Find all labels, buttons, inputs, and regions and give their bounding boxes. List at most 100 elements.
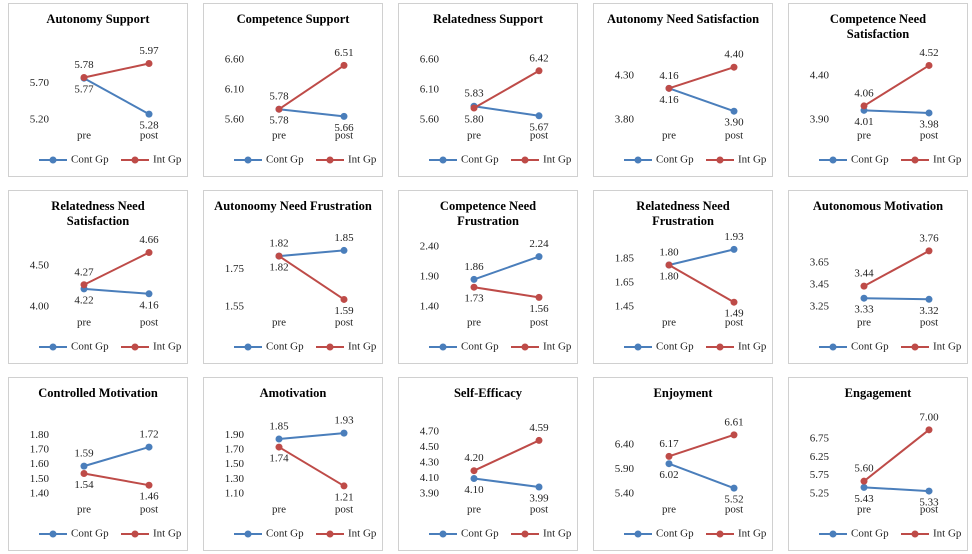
data-label: 4.20 [464, 452, 484, 464]
legend-marker [326, 156, 334, 164]
chart-panel: Enjoyment 5.40 5.90 6.40 pre post 6.02 5.52 Cont… [593, 377, 773, 551]
legend-marker [829, 156, 837, 164]
data-label: 4.40 [724, 49, 744, 61]
legend-label: Cont Gp [656, 528, 694, 540]
legend-marker [131, 343, 139, 351]
legend-marker [911, 156, 919, 164]
x-tick-label: post [920, 504, 938, 516]
legend-marker [634, 530, 642, 538]
series-line [473, 477, 540, 489]
series-line [473, 69, 540, 109]
y-tick-label: 6.40 [615, 439, 635, 451]
x-tick-label: post [335, 317, 353, 329]
chart-title: Relatedness Support [432, 12, 544, 26]
data-point [535, 293, 543, 301]
series-line [473, 439, 540, 472]
legend-label: Int Gp [543, 154, 572, 166]
data-label: 3.44 [854, 268, 874, 280]
data-label: 4.27 [74, 266, 94, 278]
y-tick-label: 1.40 [30, 488, 50, 500]
y-tick-label: 3.90 [420, 488, 440, 500]
chart-panel: Relatedness Need Frustration 1.45 1.65 1.85… [593, 190, 773, 364]
data-label: 3.76 [919, 232, 939, 244]
data-label: 4.52 [919, 47, 938, 59]
series-line [278, 64, 345, 111]
data-point [470, 104, 478, 112]
data-point [470, 474, 478, 482]
data-label: 6.42 [529, 52, 548, 64]
chart: 1.40 1.50 1.60 1.70 1.80 pre post 1.59 1.72 Cont … [30, 429, 182, 540]
chart: 3.90 4.40 pre post 4.01 3.98 Cont Gp 4.06 4.52 In… [810, 47, 962, 166]
chart-panel: Amotivation 1.10 1.30 1.50 1.70 1.90 pre post 1.… [203, 377, 383, 551]
data-label: 3.90 [724, 117, 744, 129]
y-tick-label: 4.10 [420, 472, 440, 484]
x-tick-label: pre [857, 130, 871, 142]
y-tick-label: 1.40 [420, 301, 440, 313]
legend-marker [244, 530, 252, 538]
chart-panel: Competence Need Satisfaction 3.90 4.40 pre p… [788, 3, 968, 177]
x-tick-label: pre [77, 504, 91, 516]
data-point [730, 484, 738, 492]
x-tick-label: pre [272, 317, 286, 329]
data-point [665, 261, 673, 269]
data-label: 5.78 [269, 91, 289, 103]
chart-title: Enjoyment [653, 386, 713, 400]
series-line [83, 446, 150, 468]
x-tick-label: post [725, 130, 743, 142]
y-tick-label: 2.40 [420, 241, 440, 253]
series-line [278, 446, 345, 487]
data-point [80, 462, 88, 470]
y-tick-label: 1.50 [225, 458, 245, 470]
data-label: 5.33 [919, 497, 939, 509]
data-label: 6.51 [334, 47, 353, 59]
data-label: 4.10 [464, 484, 484, 496]
chart-panel: Self-Efficacy 3.90 4.10 4.30 4.50 4.70 pre post… [398, 377, 578, 551]
legend-marker [49, 156, 57, 164]
data-label: 4.16 [659, 94, 679, 106]
data-label: 5.78 [74, 59, 94, 71]
chart: 1.55 1.75 pre post 1.82 1.85 Cont Gp 1.82 1.59 In… [225, 232, 377, 353]
chart: 4.00 4.50 pre post 4.22 4.16 Cont Gp 4.27 4.66 In… [30, 234, 182, 353]
data-label: 3.33 [854, 304, 874, 316]
chart-panel: Autonomy Support 5.20 5.70 pre post 5.77 5.28 C… [8, 3, 188, 177]
data-label: 5.97 [139, 45, 159, 57]
data-point [340, 482, 348, 490]
y-tick-label: 6.25 [810, 451, 830, 463]
chart-panel: Relatedness Support 5.60 6.10 6.60 pre post 5.… [398, 3, 578, 177]
data-point [340, 246, 348, 254]
legend-label: Cont Gp [71, 528, 109, 540]
y-tick-label: 1.30 [225, 473, 245, 485]
data-label: 1.49 [724, 308, 744, 320]
y-tick-label: 5.90 [615, 463, 635, 475]
x-tick-label: pre [662, 317, 676, 329]
data-point [145, 443, 153, 451]
legend-marker [49, 343, 57, 351]
data-point [535, 67, 543, 75]
series-line [473, 105, 540, 117]
legend-label: Cont Gp [461, 528, 499, 540]
series-line [668, 248, 735, 266]
legend-label: Int Gp [153, 341, 182, 353]
x-tick-label: pre [77, 130, 91, 142]
data-point [535, 253, 543, 261]
chart: 5.25 5.75 6.25 6.75 pre post 5.43 5.33 Cont Gp 5.… [810, 411, 962, 539]
series-line [668, 462, 735, 490]
series-line [863, 64, 930, 107]
x-tick-label: pre [857, 317, 871, 329]
legend-label: Cont Gp [266, 154, 304, 166]
data-point [925, 487, 933, 495]
data-label: 1.21 [334, 491, 353, 503]
data-label: 1.93 [724, 231, 744, 243]
data-point [860, 102, 868, 110]
x-tick-label: post [530, 504, 548, 516]
legend-marker [49, 530, 57, 538]
legend-marker [829, 343, 837, 351]
y-tick-label: 5.20 [30, 114, 50, 126]
legend-label: Cont Gp [461, 341, 499, 353]
data-point [665, 452, 673, 460]
data-point [925, 426, 933, 434]
legend-label: Int Gp [153, 528, 182, 540]
x-tick-label: post [530, 317, 548, 329]
chart-title: Autonomous Motivation [812, 199, 944, 213]
series-line [668, 264, 735, 304]
